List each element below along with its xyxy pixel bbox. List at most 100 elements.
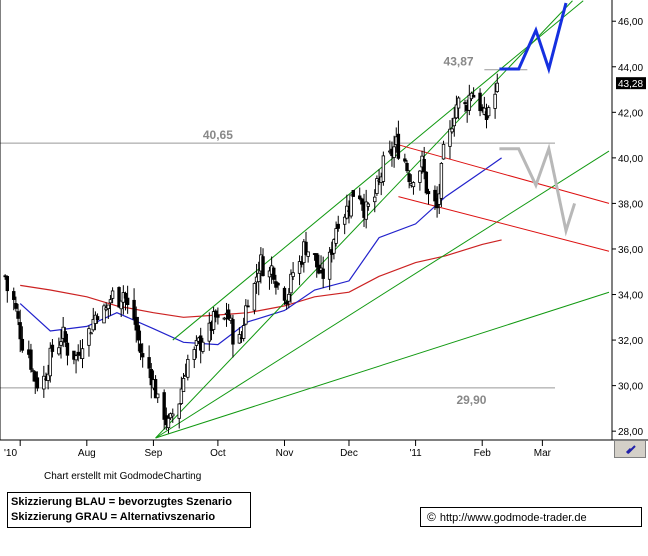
candle bbox=[14, 296, 18, 312]
candle bbox=[418, 169, 422, 191]
candle bbox=[35, 371, 40, 392]
candle bbox=[211, 307, 216, 335]
candle bbox=[396, 120, 401, 160]
y-tick-label: 46,00 bbox=[618, 17, 643, 28]
candle bbox=[424, 171, 429, 195]
candle bbox=[95, 313, 100, 324]
candle-body bbox=[16, 311, 20, 319]
candle bbox=[306, 251, 310, 263]
candle-body bbox=[403, 158, 407, 162]
candle bbox=[16, 303, 20, 326]
candle bbox=[433, 185, 437, 210]
website-link[interactable]: © http://www.godmode-trader.de bbox=[420, 507, 642, 527]
candle-body bbox=[366, 203, 371, 207]
chart-credit: Chart erstellt mit GodmodeCharting bbox=[44, 471, 202, 482]
candle-body bbox=[342, 216, 347, 225]
y-tick-label: 40,00 bbox=[618, 154, 643, 165]
candle bbox=[246, 299, 250, 308]
candle bbox=[20, 326, 25, 353]
candle bbox=[226, 303, 231, 321]
candle-body bbox=[57, 347, 61, 355]
candle bbox=[31, 368, 35, 382]
candle-body bbox=[439, 162, 444, 199]
candle bbox=[156, 393, 160, 404]
candle bbox=[426, 188, 431, 205]
candle bbox=[177, 403, 181, 429]
candle bbox=[321, 256, 325, 288]
x-tick-label: '10 bbox=[4, 448, 17, 459]
candle-body bbox=[422, 158, 426, 173]
price-candles bbox=[3, 73, 499, 434]
candle bbox=[375, 175, 379, 196]
candle bbox=[110, 287, 115, 304]
candle bbox=[89, 331, 93, 335]
candle bbox=[207, 312, 211, 351]
candle-body bbox=[349, 194, 353, 217]
candle-body bbox=[418, 170, 422, 183]
candle-body bbox=[194, 340, 199, 346]
candle-body bbox=[246, 305, 250, 308]
y-tick-label: 28,00 bbox=[618, 427, 643, 438]
candle bbox=[50, 339, 55, 358]
candle-body bbox=[396, 133, 401, 159]
x-tick-label: Sep bbox=[145, 448, 163, 459]
candle bbox=[327, 246, 332, 291]
level-label-40,65: 40,65 bbox=[203, 128, 233, 142]
red-moving-average bbox=[20, 239, 502, 318]
candle-body bbox=[80, 348, 85, 359]
candle bbox=[349, 194, 353, 219]
candle bbox=[91, 307, 95, 332]
candle-body bbox=[211, 311, 216, 330]
candle-body bbox=[42, 375, 46, 390]
candle bbox=[360, 197, 364, 211]
candle bbox=[48, 342, 52, 383]
candle-body bbox=[448, 128, 452, 147]
candle bbox=[392, 135, 396, 168]
candle bbox=[194, 335, 199, 359]
candle bbox=[454, 95, 459, 120]
candle bbox=[463, 99, 467, 113]
last-price-label: 43,28 bbox=[618, 79, 643, 90]
candle bbox=[373, 189, 377, 213]
candle bbox=[72, 350, 76, 365]
candle-body bbox=[65, 342, 70, 356]
candle-body bbox=[454, 104, 459, 119]
candle-body bbox=[351, 190, 355, 197]
candle-body bbox=[407, 173, 411, 183]
candle bbox=[102, 303, 106, 324]
candle-body bbox=[59, 341, 63, 346]
candle-body bbox=[46, 373, 50, 381]
y-tick-label: 44,00 bbox=[618, 63, 643, 74]
candle bbox=[123, 291, 128, 311]
candle-body bbox=[360, 198, 364, 205]
candle-body bbox=[117, 287, 121, 308]
x-tick-label: Mar bbox=[534, 448, 552, 459]
candle-body bbox=[287, 293, 291, 302]
y-tick-label: 32,00 bbox=[618, 336, 643, 347]
candle-body bbox=[87, 328, 91, 346]
candle-body bbox=[321, 268, 325, 279]
candle-body bbox=[291, 272, 295, 277]
candle bbox=[342, 213, 347, 235]
price-chart: 43,87 40,65 29,90 46,00 44,00 42,00 40,00 38,0… bbox=[0, 0, 648, 459]
candle-body bbox=[381, 155, 386, 182]
candle-body bbox=[153, 379, 158, 399]
zoom-button[interactable] bbox=[614, 440, 646, 458]
level-label-43,87: 43,87 bbox=[444, 55, 474, 69]
candle-body bbox=[433, 189, 437, 202]
candle-body bbox=[452, 117, 456, 127]
candle-body bbox=[207, 322, 211, 342]
candle bbox=[80, 339, 85, 369]
legend-grey-scenario: Skizzierung GRAU = Alternativszenario bbox=[11, 511, 216, 523]
candle bbox=[74, 354, 78, 374]
candle bbox=[478, 88, 482, 117]
candle-body bbox=[89, 332, 93, 335]
candle-body bbox=[364, 201, 368, 220]
candle-body bbox=[289, 273, 293, 294]
candle bbox=[138, 330, 143, 361]
candle bbox=[351, 190, 355, 197]
candle-body bbox=[241, 325, 246, 339]
candle-body bbox=[306, 251, 310, 257]
candle-body bbox=[334, 228, 338, 244]
scenario-sketches bbox=[499, 2, 577, 237]
